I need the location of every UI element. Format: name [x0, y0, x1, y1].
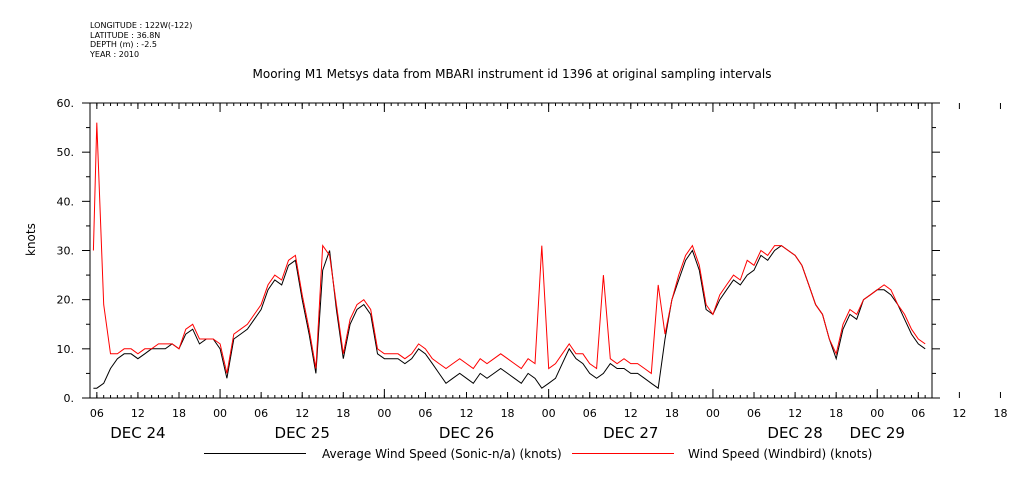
series-line-average-wind-speed — [93, 244, 926, 390]
x-tick-label: 12 — [624, 407, 638, 420]
chart-title: Mooring M1 Metsys data from MBARI instru… — [252, 67, 772, 81]
x-day-label: DEC 29 — [850, 424, 905, 442]
x-tick-label: 00 — [542, 407, 556, 420]
y-tick-label: 0. — [64, 392, 75, 405]
year-label: YEAR : 2010 — [90, 49, 140, 59]
legend-line-windbird — [572, 453, 674, 454]
x-tick-label: 18 — [172, 407, 186, 420]
x-tick-label: 06 — [254, 407, 268, 420]
y-tick-label: 50. — [57, 146, 75, 159]
series-line-windbird-wind-speed — [92, 122, 926, 375]
x-day-label: DEC 25 — [275, 424, 330, 442]
depth-label: DEPTH (m) : -2.5 — [90, 40, 157, 49]
x-tick-label: 00 — [377, 407, 391, 420]
x-tick-label: 18 — [501, 407, 515, 420]
x-tick-label: 18 — [665, 407, 679, 420]
x-tick-label: 12 — [295, 407, 309, 420]
y-tick-label: 30. — [57, 245, 75, 258]
x-tick-label: 18 — [336, 407, 350, 420]
y-tick-label: 60. — [57, 97, 75, 110]
x-day-label: DEC 27 — [603, 424, 658, 442]
legend-line-average — [204, 453, 306, 454]
x-tick-label: 06 — [418, 407, 432, 420]
x-tick-label: 18 — [993, 407, 1007, 420]
station-metadata: LONGITUDE : 122W(-122) LATITUDE : 36.8N … — [90, 21, 192, 59]
x-tick-label: 06 — [747, 407, 761, 420]
x-tick-label: 00 — [706, 407, 720, 420]
x-tick-label: 18 — [829, 407, 843, 420]
x-tick-label: 06 — [583, 407, 597, 420]
x-tick-label: 12 — [788, 407, 802, 420]
x-tick-label: 06 — [90, 407, 104, 420]
legend-label-average: Average Wind Speed (Sonic-n/a) (knots) — [322, 447, 562, 461]
x-tick-label: 00 — [870, 407, 884, 420]
x-tick-label: 12 — [460, 407, 474, 420]
y-tick-label: 40. — [57, 195, 75, 208]
y-tick-label: 10. — [57, 343, 75, 356]
x-day-label: DEC 24 — [110, 424, 165, 442]
x-day-label: DEC 26 — [439, 424, 494, 442]
x-tick-label: 00 — [213, 407, 227, 420]
plot-frame — [89, 102, 933, 399]
longitude-label: LONGITUDE : 122W(-122) — [90, 21, 193, 30]
x-tick-label: 12 — [131, 407, 145, 420]
legend-label-windbird: Wind Speed (Windbird) (knots) — [688, 447, 873, 461]
x-day-label: DEC 28 — [767, 424, 822, 442]
x-tick-label: 06 — [911, 407, 925, 420]
x-tick-label: 12 — [952, 407, 966, 420]
latitude-label: LATITUDE : 36.8N — [90, 30, 161, 40]
y-tick-label: 20. — [57, 294, 75, 307]
